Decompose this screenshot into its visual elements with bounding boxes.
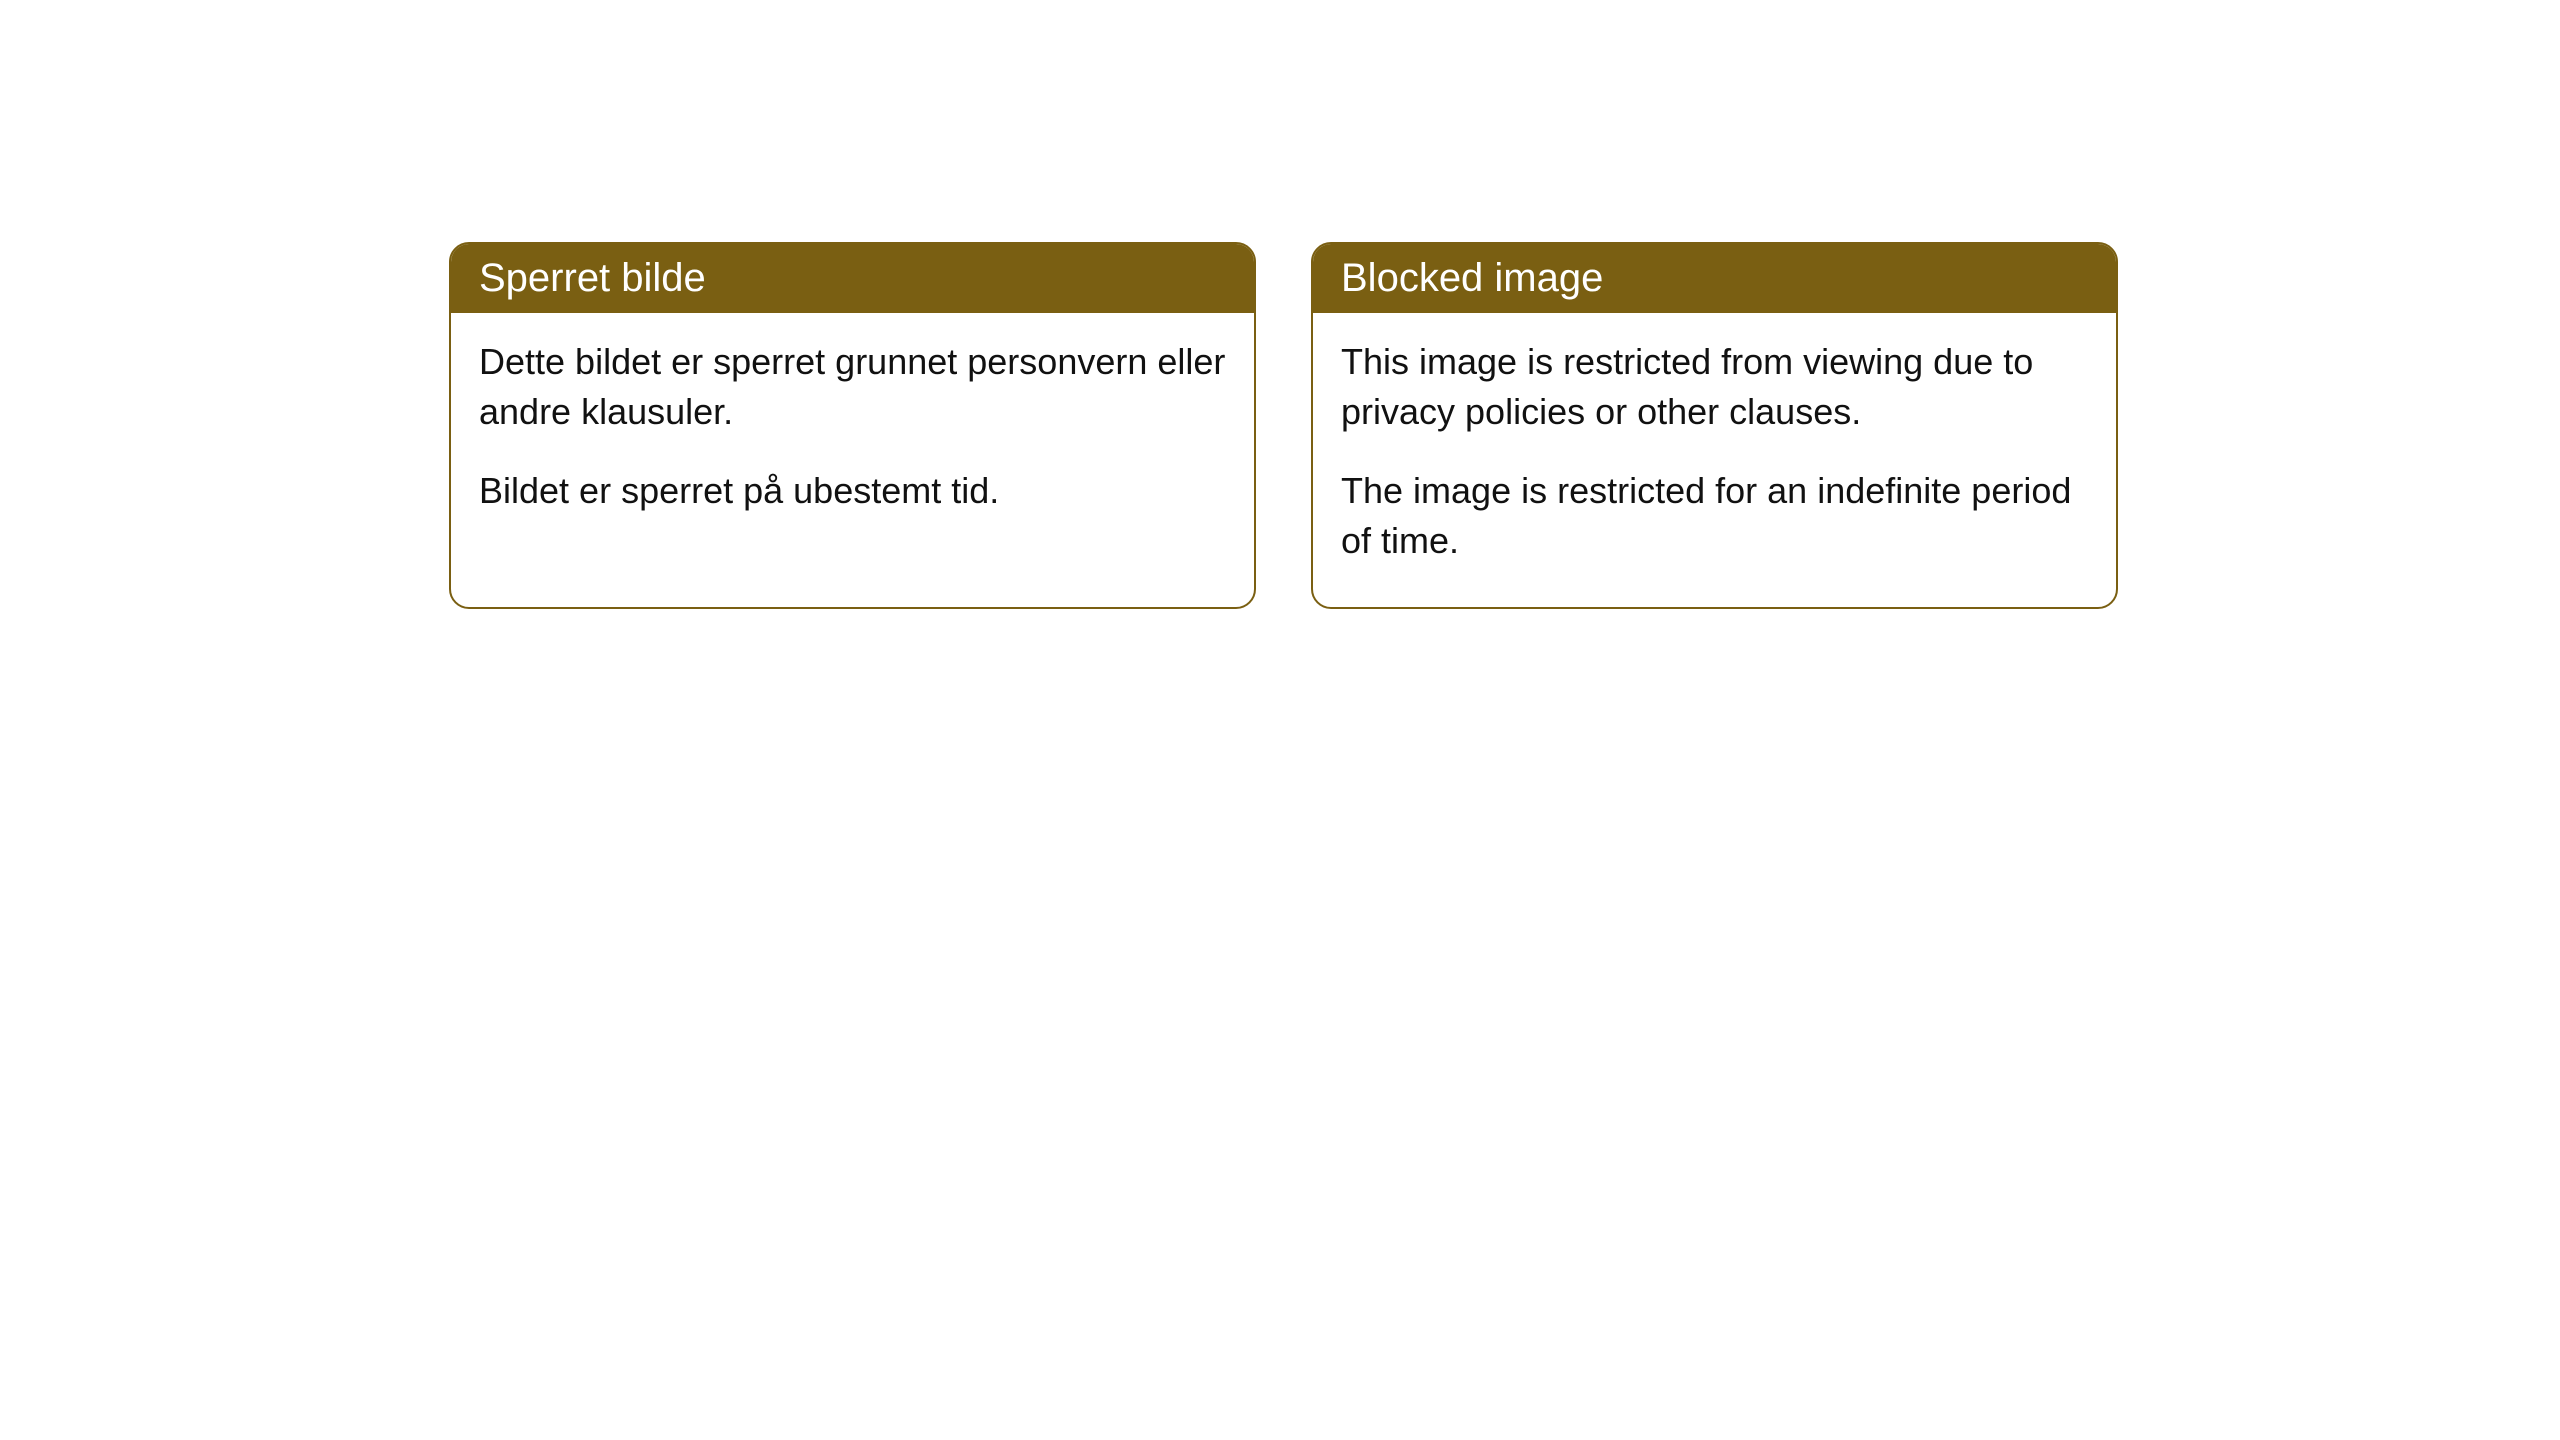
card-header: Sperret bilde	[451, 244, 1254, 313]
card-paragraph: This image is restricted from viewing du…	[1341, 337, 2088, 438]
card-title: Sperret bilde	[479, 256, 706, 300]
card-paragraph: Bildet er sperret på ubestemt tid.	[479, 466, 1226, 516]
card-paragraph: The image is restricted for an indefinit…	[1341, 466, 2088, 567]
card-header: Blocked image	[1313, 244, 2116, 313]
card-body: Dette bildet er sperret grunnet personve…	[451, 313, 1254, 556]
card-body: This image is restricted from viewing du…	[1313, 313, 2116, 607]
card-title: Blocked image	[1341, 256, 1603, 300]
card-paragraph: Dette bildet er sperret grunnet personve…	[479, 337, 1226, 438]
card-norwegian: Sperret bilde Dette bildet er sperret gr…	[449, 242, 1256, 609]
card-english: Blocked image This image is restricted f…	[1311, 242, 2118, 609]
cards-container: Sperret bilde Dette bildet er sperret gr…	[449, 242, 2560, 609]
